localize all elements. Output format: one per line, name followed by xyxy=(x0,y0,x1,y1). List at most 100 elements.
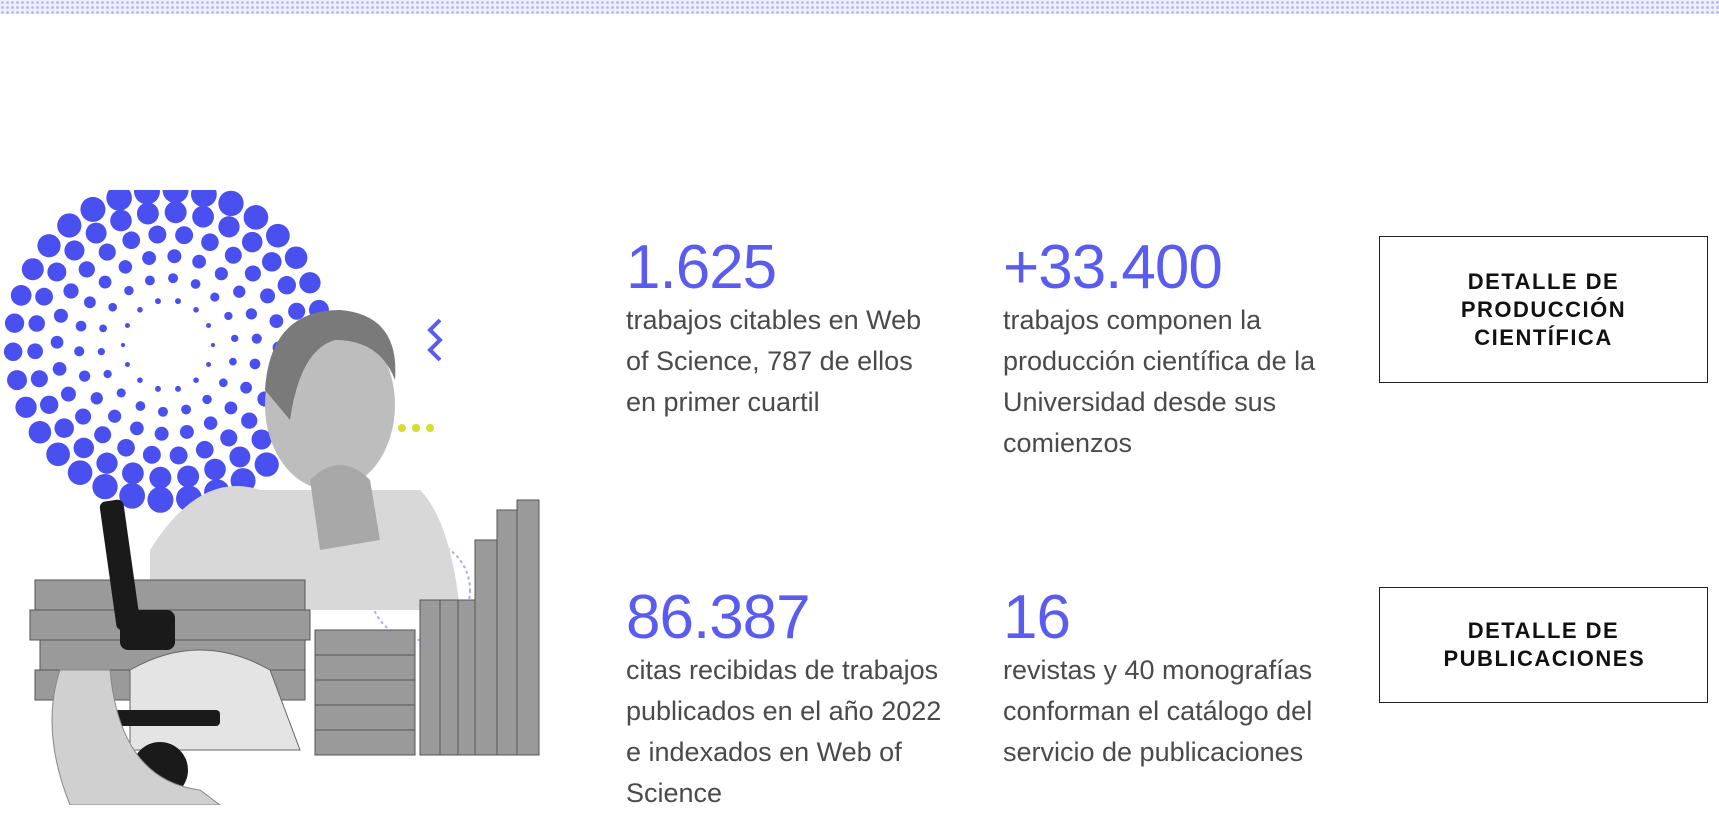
dot xyxy=(22,258,44,280)
dot xyxy=(193,377,199,383)
dot xyxy=(119,260,132,273)
dot xyxy=(270,314,284,328)
dot xyxy=(94,426,111,443)
dot xyxy=(125,323,130,328)
stat: +33.400 trabajos componen la producción … xyxy=(1003,236,1333,464)
dot xyxy=(74,438,95,459)
dot xyxy=(147,487,173,513)
dot xyxy=(137,203,159,225)
dot xyxy=(136,401,146,411)
dot xyxy=(299,272,320,293)
dot xyxy=(145,276,155,286)
dot xyxy=(191,190,217,207)
stat-text: citas recibidas de trabajos publicados e… xyxy=(626,650,956,814)
button-label[interactable]: DETALLE DE PUBLICACIONES xyxy=(1444,617,1644,673)
dot xyxy=(117,388,126,397)
dot xyxy=(92,474,117,499)
dot xyxy=(54,309,68,323)
dot xyxy=(149,467,171,489)
dot xyxy=(86,223,107,244)
dot xyxy=(46,442,70,466)
dot xyxy=(84,296,96,308)
dot xyxy=(229,358,237,366)
stat: 16 revistas y 40 monografías conforman e… xyxy=(1003,586,1333,773)
dot xyxy=(210,292,219,301)
dot xyxy=(61,387,76,402)
dot xyxy=(29,421,52,444)
dot xyxy=(158,407,168,417)
dot xyxy=(266,224,290,248)
dot xyxy=(163,190,189,203)
dot xyxy=(240,382,252,394)
dot xyxy=(117,439,135,457)
dot xyxy=(137,377,143,383)
dot xyxy=(255,452,279,476)
dot xyxy=(246,308,257,319)
dot xyxy=(79,261,95,277)
stat-number: 16 xyxy=(1003,586,1333,650)
dot xyxy=(125,362,130,367)
dot xyxy=(175,298,181,304)
stat-number: 1.625 xyxy=(626,236,956,300)
detail-button[interactable]: DETALLE DE PRODUCCIÓN CIENTÍFICA xyxy=(1379,236,1708,383)
dot xyxy=(278,276,296,294)
dot xyxy=(177,466,199,488)
dot xyxy=(27,343,43,359)
dot xyxy=(134,190,160,204)
stat-text: trabajos citables en Web of Science, 787… xyxy=(626,300,936,423)
dot xyxy=(241,413,257,429)
dot xyxy=(137,307,143,313)
dot xyxy=(106,190,132,211)
dot xyxy=(130,422,144,436)
illustration xyxy=(0,190,560,805)
dot xyxy=(108,410,121,423)
dot xyxy=(168,273,178,283)
dot xyxy=(260,288,275,303)
dot xyxy=(74,346,84,356)
dot xyxy=(165,201,187,223)
dot xyxy=(155,386,161,392)
dot xyxy=(108,303,117,312)
dot xyxy=(7,370,27,390)
dot xyxy=(53,362,67,376)
dot xyxy=(4,342,23,361)
dot xyxy=(64,240,84,260)
dot xyxy=(229,446,250,467)
stat: 1.625 trabajos citables en Web of Scienc… xyxy=(626,236,956,423)
dot xyxy=(31,370,48,387)
page: {"stats": [ {"number": "1.625", "text": … xyxy=(0,0,1719,805)
dot xyxy=(148,226,166,244)
dot xyxy=(231,335,238,342)
dot xyxy=(68,460,93,485)
dot xyxy=(201,233,219,251)
button-label[interactable]: DETALLE DE PRODUCCIÓN CIENTÍFICA xyxy=(1444,268,1644,352)
dot xyxy=(76,321,87,332)
dot xyxy=(80,197,105,222)
detail-button[interactable]: DETALLE DE PUBLICACIONES xyxy=(1379,587,1708,703)
dot xyxy=(181,405,191,415)
dot xyxy=(175,386,181,392)
dot xyxy=(35,288,53,306)
dot xyxy=(218,191,243,216)
dot xyxy=(37,234,60,257)
dot xyxy=(96,453,117,474)
dot xyxy=(288,303,305,320)
stat-text: trabajos componen la producción científi… xyxy=(1003,300,1333,464)
dot xyxy=(143,446,161,464)
dot xyxy=(63,283,78,298)
dot xyxy=(11,285,32,306)
dot xyxy=(121,343,125,347)
dot xyxy=(98,348,105,355)
dot xyxy=(191,279,201,289)
dot xyxy=(122,462,144,484)
dot xyxy=(250,359,261,370)
dot xyxy=(206,362,211,367)
dot xyxy=(175,226,193,244)
dot xyxy=(91,392,103,404)
dot xyxy=(57,213,81,237)
dot xyxy=(40,396,58,414)
dot xyxy=(245,265,261,281)
dot xyxy=(196,441,214,459)
dot xyxy=(192,206,214,228)
dot xyxy=(103,370,111,378)
